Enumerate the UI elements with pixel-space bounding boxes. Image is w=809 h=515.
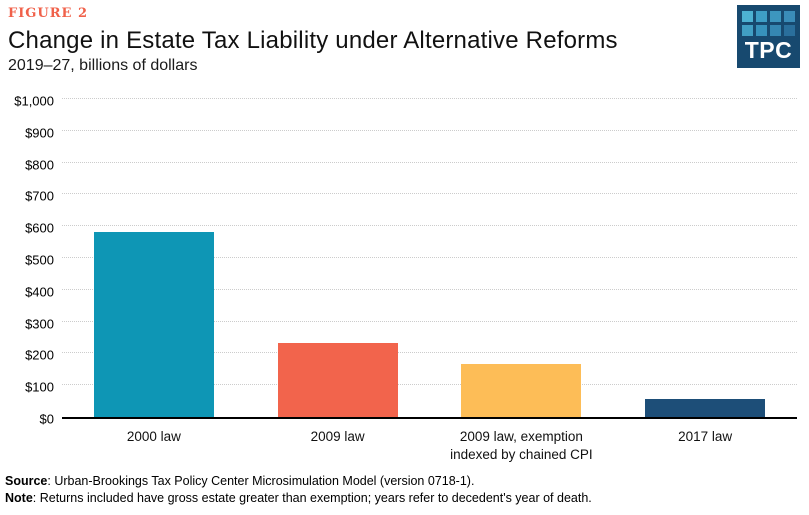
y-tick-label: $900: [25, 125, 54, 141]
plot-area: [62, 98, 797, 419]
y-tick-label: $300: [25, 316, 54, 332]
chart-subtitle: 2019–27, billions of dollars: [8, 57, 198, 74]
y-tick-label: $600: [25, 220, 54, 236]
gridline: [62, 193, 797, 195]
tpc-logo: TPC: [737, 5, 800, 68]
gridline: [62, 98, 797, 99]
note-text: : Returns included have gross estate gre…: [32, 491, 592, 505]
y-axis: $0 $100 $200 $300 $400 $500 $600 $700 $800 $900 $1…: [0, 94, 54, 427]
note-label: Note: [5, 491, 33, 505]
source-line: Source: Urban-Brookings Tax Policy Cente…: [5, 473, 795, 490]
x-axis: 2000 law 2009 law 2009 law, exemption inde…: [62, 428, 797, 468]
y-tick-label: $1,000: [14, 93, 54, 109]
y-tick-label: $100: [25, 379, 54, 395]
gridline: [62, 225, 797, 227]
logo-square: [784, 25, 795, 36]
gridline: [62, 320, 797, 322]
x-tick-label-text: 2017 law: [678, 429, 733, 444]
source-label: Source: [5, 474, 48, 488]
logo-square: [742, 25, 753, 36]
source-text: : Urban-Brookings Tax Policy Center Micr…: [47, 474, 475, 488]
gridline: [62, 161, 797, 163]
logo-square: [770, 25, 781, 36]
x-tick-label: 2009 law: [246, 428, 430, 446]
y-tick-label: $700: [25, 188, 54, 204]
y-tick-label: $400: [25, 284, 54, 300]
x-tick-label: 2000 law: [62, 428, 246, 446]
bar-2017-law: [645, 398, 766, 417]
logo-squares-grid: [742, 11, 795, 36]
gridline: [62, 257, 797, 258]
logo-square: [784, 11, 795, 22]
gridline: [62, 288, 797, 290]
y-tick-label: $0: [39, 411, 54, 427]
chart-title: Change in Estate Tax Liability under Alt…: [8, 27, 618, 54]
bar-2009-law: [277, 343, 398, 417]
note-line: Note: Returns included have gross estate…: [5, 490, 795, 507]
logo-square: [742, 11, 753, 22]
logo-square: [756, 11, 767, 22]
x-tick-label: 2017 law: [613, 428, 797, 446]
figure-footer: Source: Urban-Brookings Tax Policy Cente…: [5, 473, 795, 507]
x-tick-label: 2009 law, exemption indexed by chained C…: [430, 428, 614, 463]
figure-label: FIGURE 2: [8, 6, 89, 21]
logo-square: [756, 25, 767, 36]
bar-2009-law-exemption-indexed-by-chained-cpi: [461, 363, 582, 417]
y-tick-label: $500: [25, 252, 54, 268]
gridline: [62, 384, 797, 386]
x-tick-label-text: 2009 law, exemption indexed by chained C…: [450, 429, 593, 462]
y-tick-label: $200: [25, 347, 54, 363]
gridline: [62, 352, 797, 354]
bar-2000-law: [93, 231, 214, 417]
logo-square: [770, 11, 781, 22]
y-tick-label: $800: [25, 157, 54, 173]
x-tick-label-text: 2009 law: [310, 429, 365, 444]
gridline: [62, 129, 797, 131]
figure-header: FIGURE 2 Change in Estate Tax Liability …: [8, 6, 708, 75]
x-tick-label-text: 2000 law: [126, 429, 181, 444]
logo-text: TPC: [744, 37, 793, 63]
